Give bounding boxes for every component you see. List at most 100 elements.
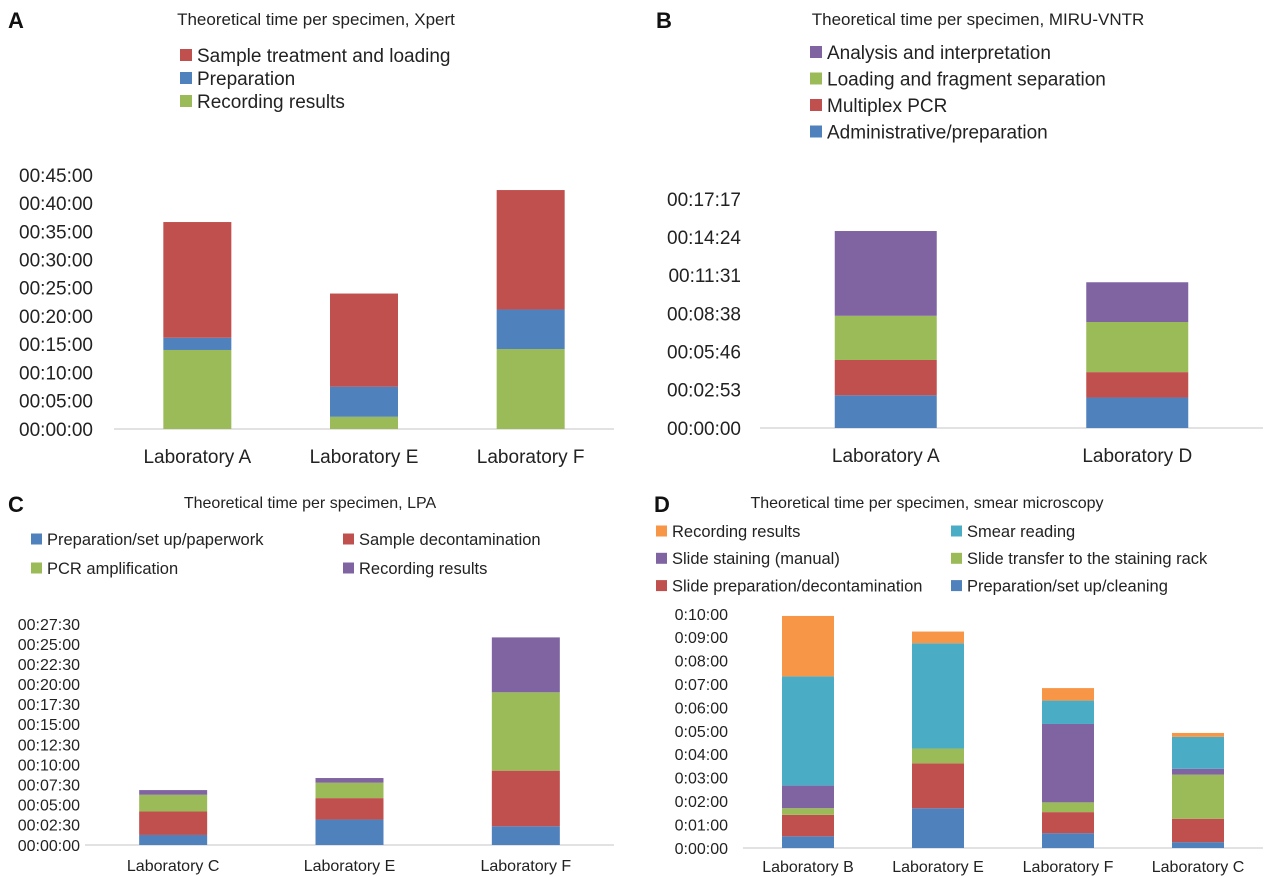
legend-item: Recording results [656, 523, 800, 541]
bar-segment [163, 222, 232, 338]
legend-swatch [180, 49, 192, 61]
bar-segment [315, 782, 384, 799]
legend-swatch [810, 99, 822, 111]
legend-label: Preparation/set up/cleaning [967, 578, 1168, 596]
y-tick-label: 00:25:00 [18, 637, 80, 654]
legend-label: Recording results [197, 92, 345, 113]
legend-item: Slide staining (manual) [656, 550, 840, 568]
legend-swatch [810, 125, 822, 138]
chart-title: Theoretical time per specimen, LPA [184, 495, 437, 512]
x-tick-label: Laboratory C [127, 858, 220, 875]
chart-title: Theoretical time per specimen, MIRU-VNTR [812, 10, 1145, 29]
y-tick-label: 00:10:00 [19, 363, 93, 384]
bar-segment [330, 386, 398, 417]
y-tick-label: 0:08:00 [675, 654, 728, 671]
legend-item: Loading and fragment separation [810, 69, 1106, 90]
bars [139, 637, 560, 845]
x-tick-label: Laboratory F [477, 447, 585, 468]
y-tick-label: 00:25:00 [19, 279, 93, 300]
y-tick-label: 00:10:00 [18, 757, 80, 774]
y-tick-label: 0:07:00 [675, 677, 728, 694]
bar-segment [782, 814, 834, 837]
bar-segment [782, 676, 834, 786]
x-tick-label: Laboratory A [832, 446, 940, 467]
bar-segment [912, 748, 964, 764]
legend-label: Smear reading [967, 523, 1075, 541]
bar-segment [496, 349, 565, 429]
y-tick-label: 00:02:30 [18, 818, 80, 835]
legend-item: Preparation/set up/cleaning [951, 578, 1168, 596]
y-tick-label: 00:11:31 [668, 266, 741, 287]
legend-swatch [180, 95, 192, 107]
x-tick-label: Laboratory F [480, 858, 571, 875]
y-tick-label: 00:00:00 [19, 420, 93, 441]
legend: Preparation/set up/paperwork Sample decon… [31, 531, 541, 578]
x-tick-label: Laboratory E [892, 859, 984, 876]
legend-item: Analysis and interpretation [810, 43, 1051, 64]
y-tick-label: 00:00:00 [667, 419, 741, 440]
bar-segment [330, 293, 398, 387]
bar-segment [139, 834, 208, 845]
legend-item: Administrative/preparation [810, 122, 1048, 143]
legend-label: Loading and fragment separation [827, 69, 1106, 90]
bars [163, 190, 565, 429]
bar-segment [1086, 322, 1189, 373]
bar-segment [834, 359, 937, 396]
y-tick-label: 0:09:00 [675, 630, 728, 647]
x-tick-label: Laboratory D [1082, 446, 1192, 467]
bars [834, 231, 1189, 428]
bar-segment [834, 395, 937, 428]
y-axis: 00:00:00 00:02:30 00:05:00 00:07:30 00:10:00… [18, 617, 80, 855]
panel-letter: D [654, 492, 670, 517]
legend-swatch [810, 46, 822, 58]
panel-d: D Theoretical time per specimen, smear mi… [654, 492, 1263, 876]
y-tick-label: 0:06:00 [675, 700, 728, 717]
y-tick-label: 0:10:00 [675, 607, 728, 624]
legend-item: Slide transfer to the staining rack [951, 550, 1208, 568]
x-tick-label: Laboratory E [310, 447, 419, 468]
y-tick-label: 00:40:00 [19, 194, 93, 215]
bar-segment [1172, 842, 1224, 848]
bars [782, 615, 1224, 848]
bar-segment [1042, 833, 1094, 848]
y-tick-label: 00:20:00 [18, 677, 80, 694]
legend-label: Sample decontamination [359, 531, 541, 549]
legend-label: PCR amplification [47, 560, 178, 578]
bar-segment [912, 643, 964, 749]
legend-swatch [343, 533, 354, 545]
legend-label: Recording results [359, 560, 487, 578]
bar-segment [1172, 818, 1224, 843]
legend-swatch [343, 562, 354, 574]
y-tick-label: 00:30:00 [19, 251, 93, 272]
bar-segment [782, 615, 834, 677]
y-tick-label: 00:00:00 [18, 838, 80, 855]
x-tick-label: Laboratory C [1152, 859, 1245, 876]
legend-item: Sample treatment and loading [180, 46, 451, 67]
legend-label: Administrative/preparation [827, 122, 1048, 143]
y-tick-label: 00:35:00 [19, 222, 93, 243]
x-tick-label: Laboratory B [762, 859, 854, 876]
bar-segment [1172, 774, 1224, 819]
y-axis: 0:00:00 0:01:00 0:02:00 0:03:00 0:04:00 0:05:… [675, 607, 728, 858]
legend-item: Multiplex PCR [810, 96, 947, 117]
bar-segment [1042, 688, 1094, 701]
y-tick-label: 00:17:30 [18, 697, 80, 714]
bar-segment [163, 349, 232, 429]
bar-segment [834, 315, 937, 360]
legend-label: Slide preparation/decontamination [672, 578, 922, 596]
y-tick-label: 00:17:17 [667, 190, 741, 211]
bar-segment [139, 811, 208, 835]
bar-segment [1042, 812, 1094, 834]
y-tick-label: 0:05:00 [675, 724, 728, 741]
legend-swatch [656, 580, 667, 592]
legend-item: Sample decontamination [343, 531, 541, 549]
y-axis: 00:00:00 00:05:00 00:10:00 00:15:00 00:20:00… [19, 166, 93, 441]
legend-item: Preparation/set up/paperwork [31, 531, 264, 549]
legend-label: Sample treatment and loading [197, 46, 451, 67]
legend-label: Slide staining (manual) [672, 550, 840, 568]
y-tick-label: 00:05:46 [667, 343, 741, 364]
panel-c: C Theoretical time per specimen, LPA Prepa… [8, 492, 614, 875]
y-tick-label: 00:02:53 [667, 381, 741, 402]
y-tick-label: 0:03:00 [675, 771, 728, 788]
